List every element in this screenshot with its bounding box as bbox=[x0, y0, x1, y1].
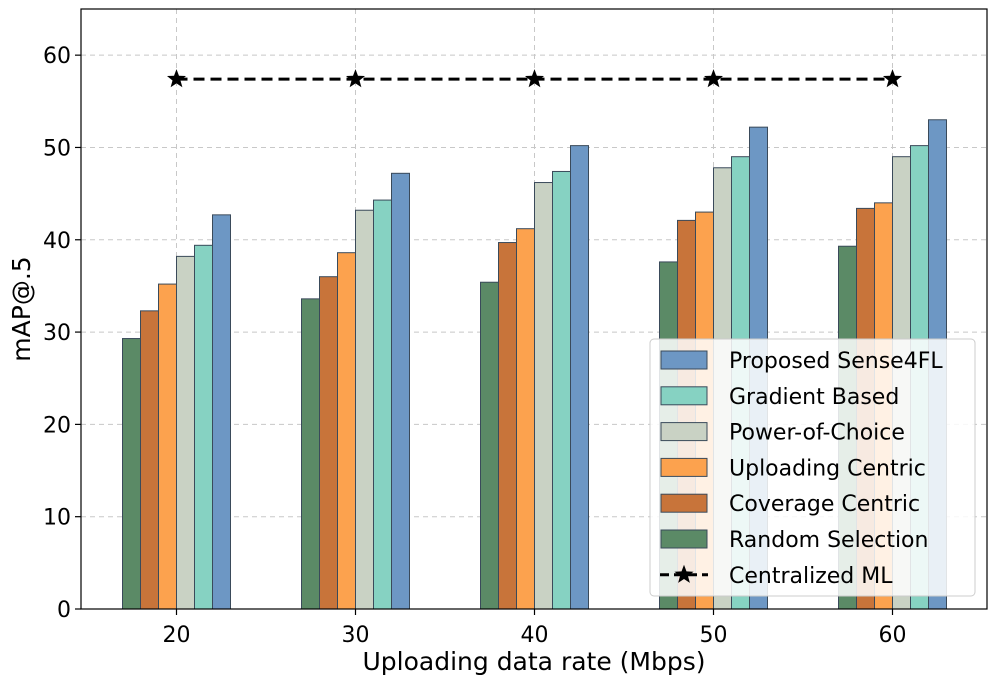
legend-label: Centralized ML bbox=[729, 564, 893, 589]
legend-swatch bbox=[660, 493, 708, 513]
legend-swatch bbox=[660, 457, 708, 477]
legend-label: Proposed Sense4FL bbox=[729, 349, 943, 374]
star-marker bbox=[703, 69, 724, 88]
legend-swatch bbox=[660, 422, 708, 442]
bar bbox=[158, 283, 177, 610]
bar bbox=[391, 172, 410, 610]
bar bbox=[498, 242, 517, 610]
centralized-line bbox=[166, 69, 903, 88]
star-marker bbox=[345, 69, 366, 88]
bar bbox=[355, 209, 374, 610]
bar bbox=[516, 228, 535, 610]
bar bbox=[194, 244, 213, 610]
y-tick-label: 30 bbox=[43, 321, 71, 346]
x-tick-label: 20 bbox=[163, 623, 191, 648]
y-tick-label: 10 bbox=[43, 506, 71, 531]
legend: Proposed Sense4FL Gradient Based Power-of-… bbox=[649, 338, 976, 597]
x-tick-label: 50 bbox=[700, 623, 728, 648]
bar bbox=[212, 214, 231, 610]
bar bbox=[122, 338, 141, 610]
y-tick-label: 20 bbox=[43, 413, 71, 438]
bar bbox=[373, 199, 392, 610]
star-marker bbox=[524, 69, 545, 88]
y-tick-label: 60 bbox=[43, 44, 71, 69]
axes: 0 10 20 30 40 50 60 20 30 40 50 60 bbox=[43, 8, 988, 648]
bar bbox=[176, 255, 195, 610]
star-marker bbox=[882, 69, 903, 88]
y-tick-label: 40 bbox=[43, 229, 71, 254]
bar bbox=[319, 276, 338, 610]
y-tick-label: 50 bbox=[43, 136, 71, 161]
y-tick-label: 0 bbox=[57, 598, 71, 623]
legend-star-marker bbox=[674, 564, 694, 583]
legend-label: Gradient Based bbox=[729, 385, 899, 410]
legend-swatch bbox=[660, 350, 708, 370]
x-tick-label: 40 bbox=[521, 623, 549, 648]
x-tick-label: 30 bbox=[342, 623, 370, 648]
x-tick-label: 60 bbox=[879, 623, 907, 648]
legend-swatch bbox=[660, 386, 708, 406]
legend-label: Coverage Centric bbox=[729, 492, 920, 517]
bar bbox=[140, 310, 159, 610]
x-axis-label: Uploading data rate (Mbps) bbox=[362, 647, 705, 676]
legend-label: Random Selection bbox=[729, 528, 928, 553]
bar bbox=[552, 170, 571, 610]
legend-label: Uploading Centric bbox=[729, 456, 926, 481]
legend-label: Power-of-Choice bbox=[729, 421, 905, 446]
bar bbox=[337, 252, 356, 610]
legend-swatch bbox=[660, 529, 708, 549]
bar bbox=[534, 182, 553, 610]
bar bbox=[301, 298, 320, 610]
legend-box bbox=[649, 338, 976, 597]
bar bbox=[570, 145, 589, 610]
star-marker bbox=[166, 69, 187, 88]
y-axis-label: mAP@.5 bbox=[7, 256, 36, 361]
bar bbox=[480, 281, 499, 610]
